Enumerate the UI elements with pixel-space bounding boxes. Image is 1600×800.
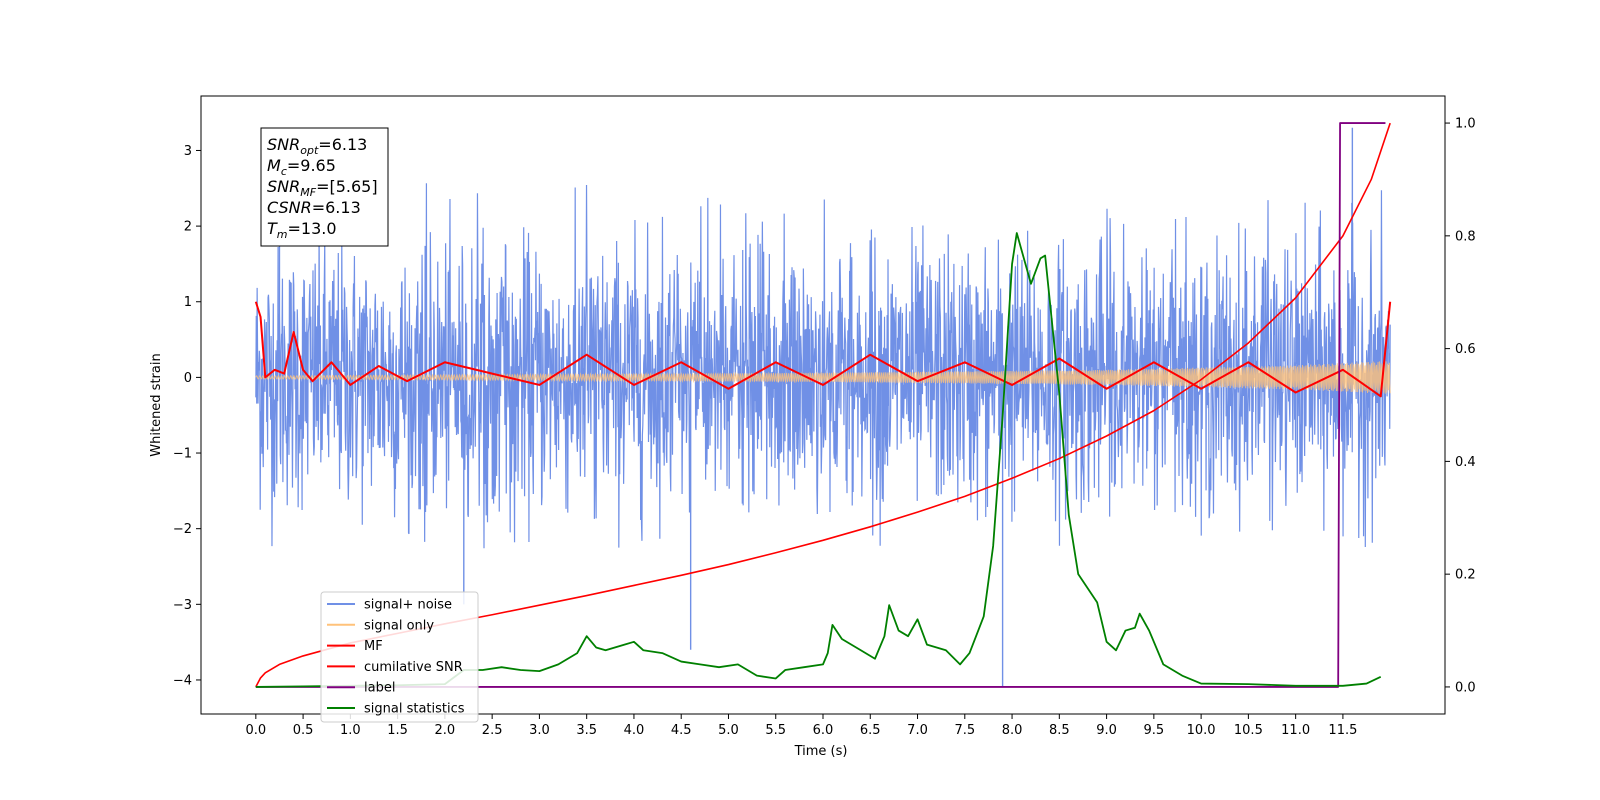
x-tick-label: 0.0 xyxy=(245,723,266,738)
x-tick-label: 6.5 xyxy=(860,723,881,738)
x-axis-label: Time (s) xyxy=(794,744,848,759)
annotation-frame xyxy=(260,127,389,247)
x-tick-label: 4.5 xyxy=(671,723,692,738)
annotation-line: Mc=9.65 xyxy=(267,156,336,178)
y-left-tick-label: 1 xyxy=(184,295,192,310)
y-left-tick-label: −3 xyxy=(173,598,192,613)
x-tick-label: 2.0 xyxy=(435,723,456,738)
y-right-axis-ticks: 0.0 0.2 0.4 0.6 0.8 1.0 xyxy=(1445,117,1476,695)
series-label xyxy=(255,122,1386,688)
y-right-tick-label: 0.4 xyxy=(1455,455,1476,470)
x-axis-ticks: 0.0 0.5 1.0 1.5 2.0 2.5 3.0 3.5 4.0 4.5 5.0 5.5 6.0 6… xyxy=(245,714,1357,738)
annotation-line: CSNR=6.13 xyxy=(267,198,361,217)
x-tick-label: 10.5 xyxy=(1234,723,1263,738)
series-mf xyxy=(254,301,1392,398)
y-right-tick-label: 0.0 xyxy=(1455,680,1476,695)
series-signal-statistics xyxy=(255,232,1382,688)
x-tick-label: 1.0 xyxy=(340,723,361,738)
x-tick-label: 8.5 xyxy=(1049,723,1070,738)
y-right-tick-label: 0.2 xyxy=(1455,568,1476,583)
legend: signal+ noise signal only MF cumilative SNR… xyxy=(320,591,479,723)
y-left-tick-label: 0 xyxy=(184,371,192,386)
x-tick-label: 4.0 xyxy=(624,723,645,738)
annotation-line: SNRMF=[5.65] xyxy=(267,177,378,199)
legend-label: signal statistics xyxy=(364,702,465,717)
series-signal-noise xyxy=(255,183,1391,549)
y-left-tick-label: 2 xyxy=(184,220,192,235)
x-tick-label: 1.5 xyxy=(387,723,408,738)
x-tick-label: 9.5 xyxy=(1144,723,1165,738)
y-right-tick-label: 0.6 xyxy=(1455,342,1476,357)
legend-label: signal+ noise xyxy=(364,598,452,613)
legend-label: cumilative SNR xyxy=(364,660,463,675)
x-tick-label: 8.0 xyxy=(1002,723,1023,738)
legend-label: signal only xyxy=(364,618,434,633)
x-tick-label: 2.5 xyxy=(482,723,503,738)
y-left-tick-label: −2 xyxy=(173,522,192,537)
x-tick-label: 0.5 xyxy=(293,723,314,738)
annotation-line: Tm=13.0 xyxy=(267,219,337,241)
y-left-tick-label: −1 xyxy=(173,447,192,462)
x-tick-label: 3.5 xyxy=(576,723,597,738)
legend-label: label xyxy=(364,681,395,696)
x-tick-label: 5.0 xyxy=(718,723,739,738)
y-axis-label: Whitened strain xyxy=(149,353,164,456)
y-left-tick-label: 3 xyxy=(184,144,192,159)
legend-frame xyxy=(320,591,479,723)
x-tick-label: 10.0 xyxy=(1187,723,1216,738)
x-tick-label: 3.0 xyxy=(529,723,550,738)
series-signal-only xyxy=(255,361,1391,394)
y-right-tick-label: 1.0 xyxy=(1455,117,1476,132)
x-tick-label: 11.0 xyxy=(1281,723,1310,738)
legend-label: MF xyxy=(364,639,383,654)
x-tick-label: 5.5 xyxy=(765,723,786,738)
annotation-line: SNRopt=6.13 xyxy=(267,135,367,157)
x-tick-label: 11.5 xyxy=(1328,723,1357,738)
x-tick-label: 6.0 xyxy=(813,723,834,738)
y-right-tick-label: 0.8 xyxy=(1455,229,1476,244)
signal-only-series-layer xyxy=(255,361,1391,394)
x-tick-label: 9.0 xyxy=(1096,723,1117,738)
y-left-axis-ticks: 3 2 1 0 −1 −2 −3 −4 xyxy=(173,144,201,688)
x-tick-label: 7.0 xyxy=(907,723,928,738)
y-left-tick-label: −4 xyxy=(173,673,192,688)
x-tick-label: 7.5 xyxy=(954,723,975,738)
